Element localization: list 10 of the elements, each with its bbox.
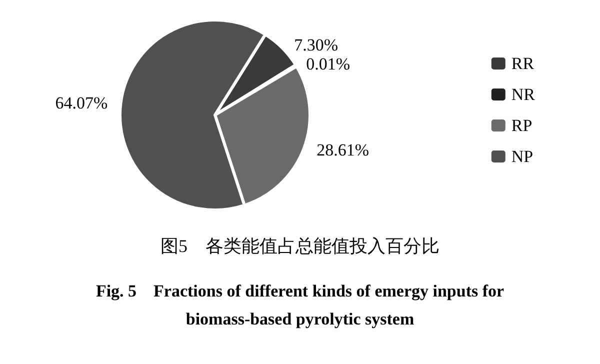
data-label: 0.01% [306, 54, 350, 74]
text: Fig. 5 Fractions of different kinds of emergy inputs for biomass-based pyrolytic system [96, 282, 505, 328]
data-label: 28.61% [316, 140, 370, 160]
legend-label: NR [511, 85, 536, 104]
legend-label: RR [511, 54, 535, 73]
legend-label: RP [511, 116, 532, 135]
data-label: 64.07% [55, 93, 108, 112]
legend-label: NP [511, 147, 534, 166]
data-label: 7.30% [294, 36, 338, 55]
text: 图5 各类能值占总能值投入百分比 [160, 236, 440, 256]
